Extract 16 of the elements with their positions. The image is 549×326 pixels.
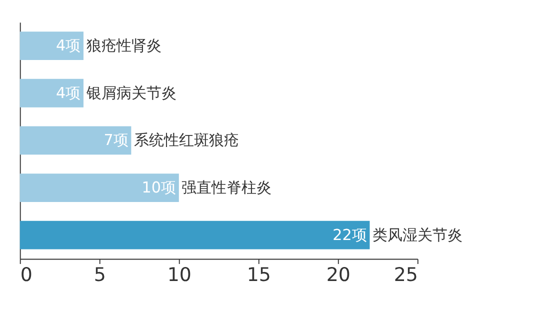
x-tick-label: 15 bbox=[246, 264, 271, 286]
y-tick-label: 银屑病关节炎 bbox=[85, 84, 176, 102]
data-label: 4项 bbox=[56, 36, 81, 55]
x-tick-label: 20 bbox=[326, 264, 350, 286]
x-tick-label: 0 bbox=[20, 264, 32, 286]
y-tick-label: 类风湿关节炎 bbox=[372, 226, 463, 244]
data-label: 7项 bbox=[104, 131, 128, 150]
data-label: 4项 bbox=[56, 84, 81, 102]
y-tick-label: 狼疮性肾炎 bbox=[86, 36, 162, 55]
x-tick-label: 5 bbox=[94, 264, 106, 286]
y-tick-label: 系统性红斑狼疮 bbox=[134, 131, 240, 150]
data-label: 10项 bbox=[142, 178, 176, 197]
x-tick-label: 10 bbox=[167, 264, 192, 286]
x-tick-label: 25 bbox=[394, 264, 418, 286]
data-label: 22项 bbox=[332, 226, 367, 244]
y-tick-label: 强直性脊柱炎 bbox=[182, 178, 272, 197]
